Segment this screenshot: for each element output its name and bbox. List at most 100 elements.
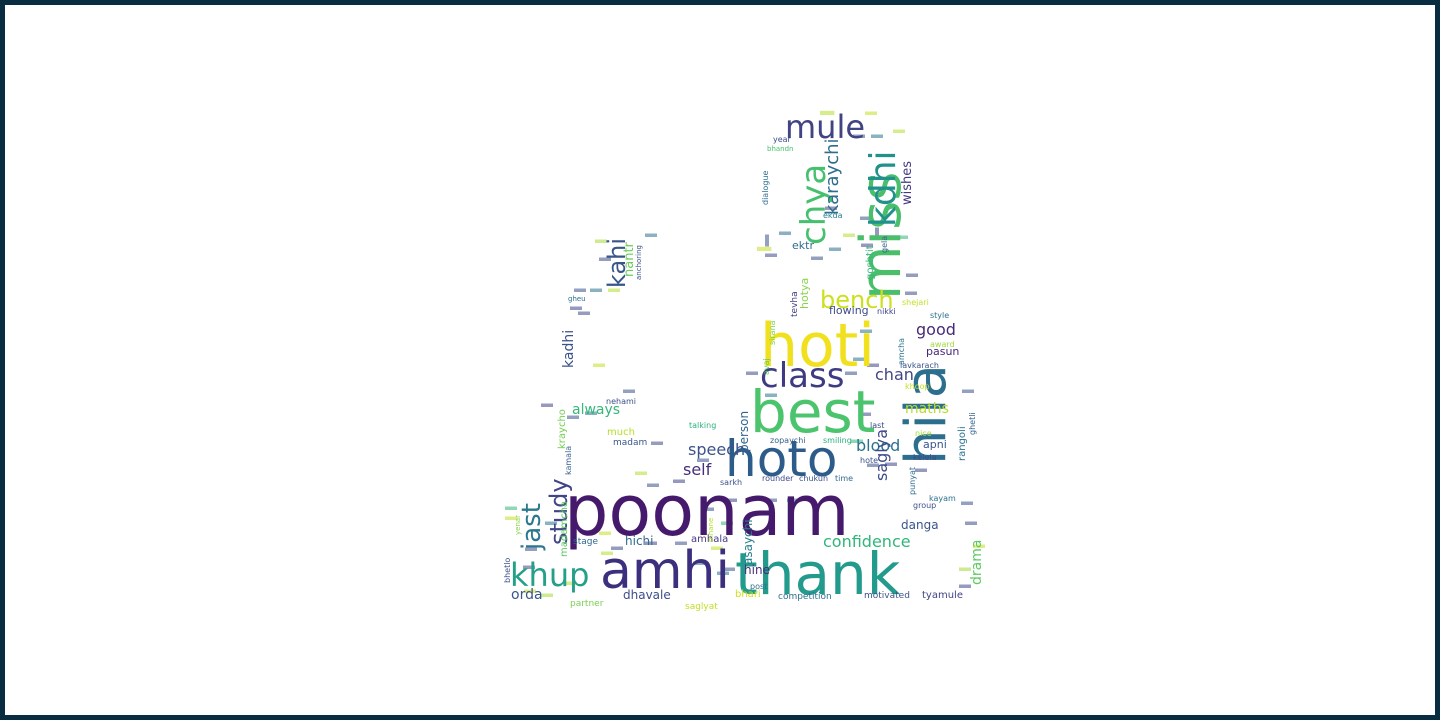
- cloud-word-madam: madam: [613, 438, 647, 448]
- filler-word-mark: [541, 593, 553, 597]
- cloud-word-maths: maths: [905, 401, 949, 417]
- cloud-word-class: class: [760, 356, 844, 396]
- cloud-word-amhala: amhala: [691, 534, 728, 545]
- filler-word-mark: [574, 288, 586, 292]
- cloud-word-hoto: hoto: [725, 430, 837, 488]
- cloud-word-khup: khup: [510, 556, 589, 594]
- cloud-word-kdhi: kdhi: [863, 150, 904, 227]
- cloud-word-tevha: tevha: [790, 291, 800, 317]
- cloud-word-hila: hila: [894, 364, 959, 465]
- cloud-word-bench: bench: [820, 286, 894, 314]
- cloud-word-bhandn: bhandn: [767, 145, 794, 153]
- filler-word-mark: [721, 521, 733, 525]
- cloud-word-mhane: mhane: [707, 518, 715, 542]
- filler-word-mark: [599, 257, 611, 261]
- cloud-word-mule: mule: [785, 108, 865, 146]
- cloud-word-blood: blood: [856, 436, 900, 455]
- cloud-word-orda: orda: [511, 587, 543, 603]
- cloud-word-study: study: [545, 478, 573, 545]
- filler-word-mark: [601, 551, 613, 555]
- cloud-word-ektr: ektr: [792, 239, 814, 252]
- filler-word-mark: [585, 411, 597, 415]
- filler-word-mark: [959, 567, 971, 571]
- filler-word-mark: [962, 389, 974, 393]
- filler-word-mark: [673, 479, 685, 483]
- cloud-word-motivated: motivated: [864, 591, 910, 601]
- filler-word-mark: [860, 216, 872, 220]
- cloud-word-rangoli: rangoli: [957, 426, 968, 461]
- cloud-word-much: much: [607, 427, 635, 438]
- cloud-word-madamcha: madamcha: [559, 501, 570, 557]
- filler-word-mark: [545, 521, 557, 525]
- cloud-word-drama: drama: [969, 540, 985, 585]
- filler-word-mark: [711, 546, 723, 550]
- cloud-word-flowing: flowing: [829, 304, 869, 317]
- cloud-word-last: last: [870, 421, 884, 430]
- filler-word-mark: [905, 291, 917, 295]
- cloud-word-time: time: [835, 474, 853, 483]
- cloud-word-speech: speech: [688, 440, 745, 459]
- cloud-word-ghetli: ghetli: [968, 412, 977, 435]
- cloud-word-nantr: nantr: [622, 241, 637, 277]
- cloud-word-zopaychi: zopaychi: [770, 436, 806, 445]
- filler-word-mark: [505, 516, 517, 520]
- filler-word-mark: [845, 371, 857, 375]
- filler-word-mark: [565, 581, 577, 585]
- filler-word-mark: [567, 415, 579, 419]
- filler-word-mark: [635, 471, 647, 475]
- cloud-word-nehami: nehami: [606, 397, 636, 406]
- cloud-word-khoop: khoop: [905, 382, 930, 391]
- cloud-word-kamala: kamala: [564, 446, 573, 475]
- filler-word-mark: [505, 506, 517, 510]
- cloud-word-ekda: ekda: [823, 211, 843, 220]
- cloud-word-rounder: rounder: [762, 474, 794, 483]
- cloud-word-poonam: poonam: [564, 470, 850, 552]
- filler-word-mark: [965, 521, 977, 525]
- filler-word-mark: [853, 134, 865, 138]
- filler-word-mark: [645, 541, 657, 545]
- cloud-word-wishes: wishes: [900, 161, 915, 205]
- cloud-word-nikki: nikki: [877, 307, 896, 316]
- cloud-word-sarkh: sarkh: [720, 478, 742, 487]
- filler-word-mark: [757, 246, 772, 251]
- filler-word-mark: [875, 227, 879, 240]
- filler-word-mark: [693, 561, 705, 565]
- cloud-word-nice: nice: [915, 429, 932, 438]
- filler-word-mark: [825, 206, 837, 210]
- filler-word-mark: [717, 571, 729, 575]
- filler-word-mark: [524, 589, 536, 593]
- filler-word-mark: [599, 531, 611, 535]
- filler-word-mark: [860, 329, 872, 333]
- filler-word-mark: [725, 498, 737, 502]
- cloud-word-dialogue: dialogue: [761, 171, 770, 205]
- filler-word-mark: [959, 584, 971, 588]
- cloud-word-shejari: shejari: [902, 298, 929, 307]
- cloud-word-gela: gela: [880, 236, 889, 253]
- cloud-word-bhari: bhari: [735, 589, 761, 600]
- filler-word-mark: [590, 288, 602, 292]
- cloud-word-pasun: pasun: [926, 345, 959, 358]
- cloud-word-goshtit: goshtit: [865, 245, 876, 280]
- word-cloud-canvas: poonam amhi thank best hila hoti hoto miss class…: [5, 5, 1435, 715]
- filler-word-mark: [702, 507, 714, 511]
- cloud-word-saglyat: saglyat: [685, 602, 718, 612]
- filler-word-mark: [647, 483, 659, 487]
- cloud-word-avaj: avaj: [762, 358, 771, 375]
- cloud-word-hoti: hoti: [760, 311, 875, 381]
- cloud-word-best: best: [750, 378, 875, 446]
- cloud-word-good: good: [916, 320, 956, 339]
- filler-word-mark: [859, 412, 871, 416]
- cloud-word-year: year: [773, 135, 792, 144]
- filler-word-mark: [578, 311, 590, 315]
- cloud-word-thank: thank: [735, 540, 901, 608]
- cloud-word-jast: jast: [517, 503, 547, 551]
- filler-word-mark: [885, 462, 897, 466]
- cloud-word-competition: competition: [778, 592, 832, 602]
- filler-word-mark: [608, 288, 620, 292]
- cloud-word-dhavale: dhavale: [623, 588, 671, 602]
- filler-word-mark: [865, 111, 877, 115]
- filler-word-mark: [893, 129, 905, 133]
- cloud-word-hotya: hotya: [798, 278, 811, 309]
- filler-word-mark: [595, 239, 607, 243]
